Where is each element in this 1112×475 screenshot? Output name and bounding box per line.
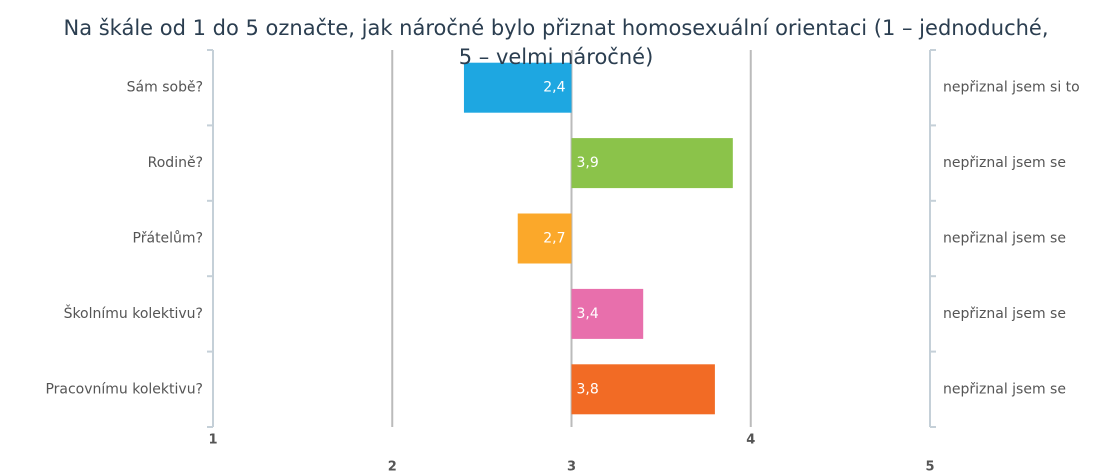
y-tick-label: Přátelům?: [133, 231, 203, 247]
value-label: 3,8: [577, 381, 599, 397]
value-label: 3,4: [577, 306, 599, 322]
bar: [571, 288, 644, 339]
right-label: nepřiznal jsem si to: [943, 80, 1080, 96]
y-tick-label: Pracovnímu kolektivu?: [45, 381, 203, 397]
right-label: nepřiznal jsem se: [943, 155, 1066, 171]
bar: [517, 213, 572, 264]
x-tick-label: 1: [208, 433, 217, 448]
bar: [571, 138, 733, 189]
x-tick-label: 4: [746, 433, 755, 448]
x-tick-label: 5: [925, 460, 934, 475]
right-label: nepřiznal jsem se: [943, 231, 1066, 247]
bar: [463, 62, 572, 113]
x-tick-label: 3: [567, 460, 576, 475]
right-label: nepřiznal jsem se: [943, 381, 1066, 397]
x-tick-label: 2: [388, 460, 397, 475]
bar: [571, 364, 715, 415]
y-tick-label: Sám sobě?: [127, 80, 203, 96]
y-tick-label: Školnímu kolektivu?: [64, 304, 203, 322]
value-label: 3,9: [577, 155, 599, 171]
right-label: nepřiznal jsem se: [943, 306, 1066, 322]
chart-title: Na škále od 1 do 5 označte, jak náročné …: [63, 16, 1049, 69]
y-tick-label: Rodině?: [148, 155, 203, 171]
value-label: 2,4: [543, 80, 565, 96]
value-label: 2,7: [543, 231, 565, 247]
